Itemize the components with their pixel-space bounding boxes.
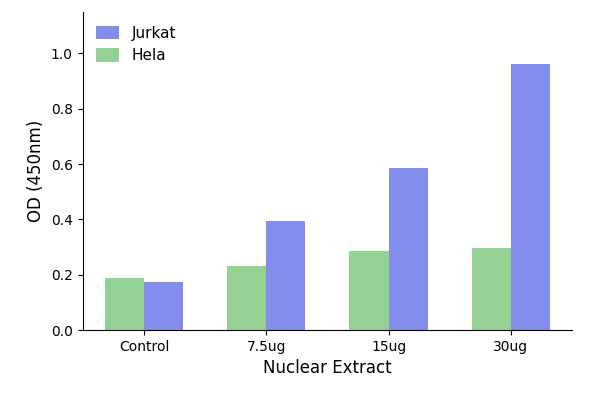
Bar: [349, 251, 389, 330]
Bar: [389, 168, 428, 330]
Y-axis label: OD (450nm): OD (450nm): [27, 120, 45, 222]
Bar: [105, 277, 144, 330]
Bar: [144, 282, 183, 330]
Bar: [511, 64, 550, 330]
X-axis label: Nuclear Extract: Nuclear Extract: [263, 359, 392, 377]
Legend: Jurkat, Hela: Jurkat, Hela: [90, 19, 182, 70]
Bar: [227, 266, 266, 330]
Bar: [266, 221, 306, 330]
Bar: [472, 248, 511, 330]
